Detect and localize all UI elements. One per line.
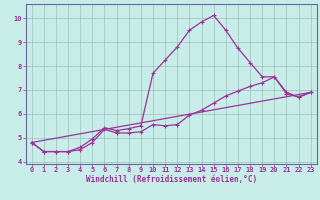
X-axis label: Windchill (Refroidissement éolien,°C): Windchill (Refroidissement éolien,°C) xyxy=(86,175,257,184)
